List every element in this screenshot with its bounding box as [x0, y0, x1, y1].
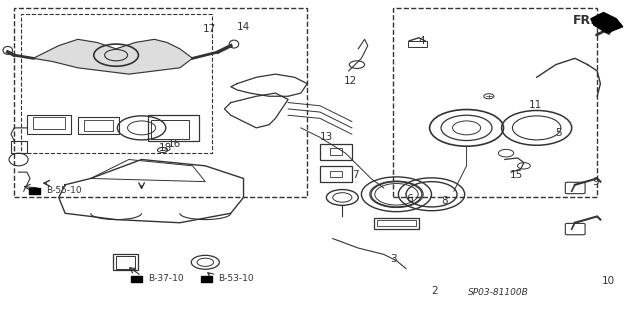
Text: 10: 10	[602, 276, 614, 286]
Text: SP03-81100B: SP03-81100B	[468, 288, 529, 297]
Text: B-55-10: B-55-10	[46, 186, 82, 195]
Bar	[151, 120, 189, 139]
Bar	[330, 148, 342, 155]
Text: 13: 13	[320, 132, 333, 142]
Bar	[113, 254, 138, 270]
Text: 18: 18	[159, 144, 172, 153]
Bar	[29, 188, 40, 194]
Bar	[33, 117, 65, 130]
Text: 12: 12	[344, 76, 357, 86]
Polygon shape	[33, 39, 193, 74]
Bar	[394, 8, 597, 197]
Text: 4: 4	[419, 36, 425, 46]
Text: B-53-10: B-53-10	[218, 274, 253, 283]
Text: B-37-10: B-37-10	[148, 274, 184, 283]
Bar	[131, 276, 142, 282]
Bar	[408, 41, 427, 47]
Bar	[116, 256, 135, 269]
Text: 17: 17	[203, 24, 216, 34]
Bar	[374, 218, 419, 229]
Bar	[14, 8, 307, 197]
Text: 15: 15	[509, 170, 523, 180]
Text: 9: 9	[592, 177, 598, 187]
Text: 6: 6	[406, 194, 413, 204]
Bar	[20, 14, 212, 153]
Text: 5: 5	[556, 128, 563, 137]
Text: 2: 2	[431, 286, 438, 296]
Bar	[84, 120, 113, 131]
Bar	[148, 115, 199, 141]
Bar	[11, 141, 27, 153]
Bar	[378, 219, 415, 226]
Bar	[330, 171, 342, 177]
Bar	[201, 276, 212, 282]
Bar	[78, 117, 119, 134]
Text: FR.: FR.	[573, 14, 596, 27]
Text: 7: 7	[352, 170, 358, 180]
Bar	[27, 115, 72, 134]
Text: 11: 11	[529, 100, 542, 110]
Text: 14: 14	[237, 22, 250, 32]
Text: 3: 3	[390, 254, 397, 264]
Bar	[320, 166, 352, 182]
Text: 16: 16	[168, 139, 181, 149]
Polygon shape	[591, 12, 623, 33]
Bar	[320, 144, 352, 160]
Text: 8: 8	[441, 196, 447, 206]
